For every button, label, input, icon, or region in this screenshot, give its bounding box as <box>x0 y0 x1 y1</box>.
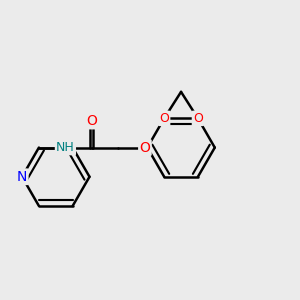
Text: O: O <box>159 112 169 125</box>
Text: N: N <box>17 170 27 184</box>
Text: O: O <box>86 114 98 128</box>
Text: NH: NH <box>56 141 75 154</box>
Text: O: O <box>193 112 203 125</box>
Text: O: O <box>140 141 150 154</box>
